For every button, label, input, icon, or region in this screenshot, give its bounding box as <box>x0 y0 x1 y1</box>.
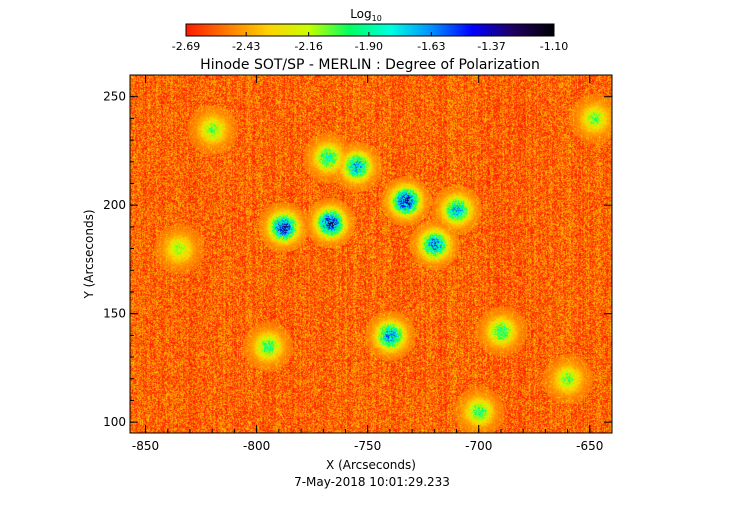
colorbar-tick-label: -1.63 <box>417 40 445 53</box>
colorbar <box>185 23 555 37</box>
colorbar-tick-label: -1.10 <box>540 40 568 53</box>
x-axis: -850 -800 -750 -700 -650 <box>132 75 613 453</box>
x-tick-label: -700 <box>465 439 492 453</box>
y-tick-label: 100 <box>103 415 126 429</box>
y-tick-label: 150 <box>103 307 126 321</box>
colorbar-tick-label: -2.16 <box>294 40 322 53</box>
x-tick-label: -800 <box>243 439 270 453</box>
x-tick-label: -650 <box>576 439 603 453</box>
plot-frame <box>129 74 613 434</box>
timestamp: 7-May-2018 10:01:29.233 <box>294 475 450 489</box>
y-axis-label: Y (Arcseconds) <box>82 209 96 299</box>
y-tick-label: 200 <box>103 198 126 212</box>
y-tick-label: 250 <box>103 90 126 104</box>
x-axis-label: X (Arcseconds) <box>326 458 416 472</box>
colorbar-ticks: -2.69 -2.43 -2.16 -1.90 -1.63 -1.37 -1.10 <box>172 32 568 53</box>
colorbar-tick-label: -2.43 <box>232 40 260 53</box>
polarization-map <box>130 75 612 433</box>
x-tick-label: -850 <box>132 439 159 453</box>
colorbar-title: Log10 <box>350 7 382 23</box>
y-axis: 100 150 200 250 <box>103 74 612 429</box>
x-tick-label: -750 <box>354 439 381 453</box>
colorbar-tick-label: -1.90 <box>355 40 383 53</box>
colorbar-tick-label: -1.37 <box>477 40 505 53</box>
colorbar-tick-label: -2.69 <box>172 40 200 53</box>
heatmap-canvas <box>130 75 612 433</box>
chart-title: Hinode SOT/SP - MERLIN : Degree of Polar… <box>200 57 540 73</box>
